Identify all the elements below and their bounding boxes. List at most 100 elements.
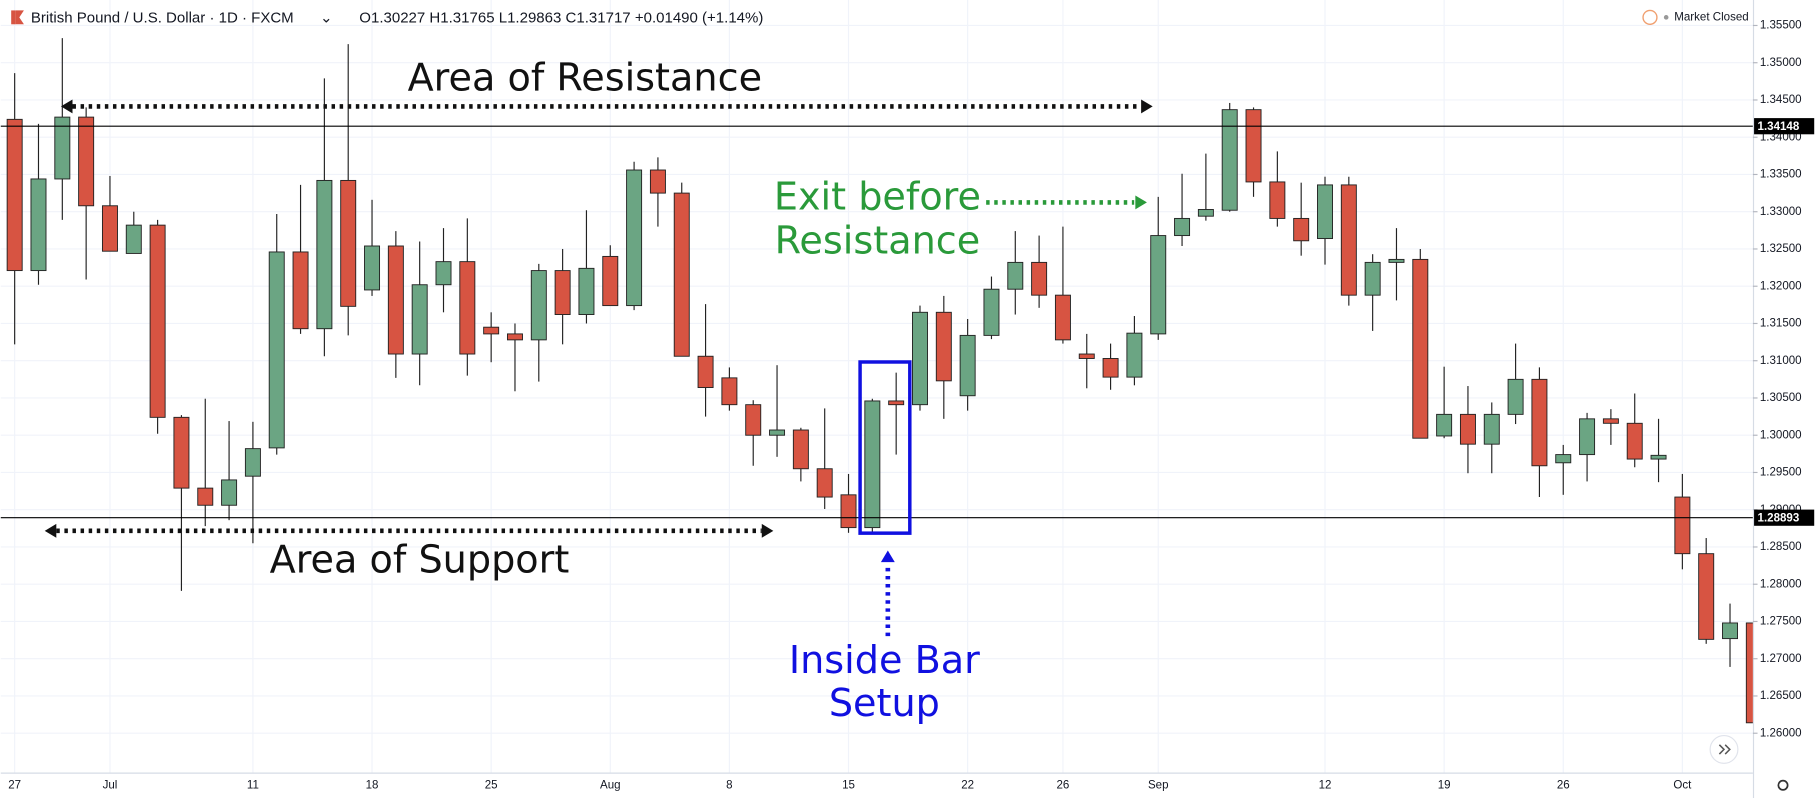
candle-body <box>6 118 23 272</box>
candle-body <box>1078 353 1095 359</box>
candle-body <box>1054 294 1071 341</box>
candle-body <box>1317 184 1333 240</box>
x-tick-label: 19 <box>1438 779 1451 791</box>
y-tick-label: 1.27500 <box>1760 616 1802 628</box>
candle-body <box>1102 358 1119 378</box>
y-tick-label: 1.30000 <box>1760 429 1802 441</box>
candle-body <box>554 270 571 315</box>
candle-body <box>816 468 833 498</box>
candle-body <box>483 326 500 335</box>
candle-body <box>1126 332 1143 378</box>
symbol-flag <box>11 10 16 25</box>
ohlc-header: O1.30227 H1.31765 L1.29863 C1.31717 +0.0… <box>359 9 763 26</box>
candle-body <box>125 224 142 254</box>
candle-body <box>602 255 619 307</box>
candle-body <box>1555 454 1572 464</box>
price-line-label-bg <box>1754 118 1815 135</box>
candle-body <box>387 245 404 355</box>
x-tick-label: 26 <box>1057 779 1070 791</box>
dropdown-caret[interactable]: ⌄ <box>320 9 333 26</box>
candle-body <box>1459 413 1476 445</box>
candle-body <box>1650 454 1667 460</box>
candle-body <box>197 487 214 506</box>
candle-body <box>1150 235 1167 335</box>
x-tick-label: 22 <box>961 779 974 791</box>
y-tick-label: 1.29500 <box>1760 467 1802 479</box>
y-tick-label: 1.34500 <box>1760 94 1802 106</box>
candle-body <box>1269 181 1286 219</box>
candle-body <box>721 377 738 406</box>
annotation-text: Area of Support <box>270 538 570 582</box>
candle-body <box>244 448 261 477</box>
y-tick-label: 1.28000 <box>1760 578 1802 590</box>
y-tick-label: 1.30500 <box>1760 392 1802 404</box>
candle-body <box>649 169 666 194</box>
annotation-text: Exit before <box>774 174 981 218</box>
candle-body <box>1007 261 1024 290</box>
candle-body <box>864 400 881 529</box>
candle-body <box>459 261 476 355</box>
arrow-head <box>1135 195 1147 210</box>
candle-body <box>101 205 118 252</box>
candle-body <box>1197 209 1214 217</box>
candle-body <box>1436 413 1453 437</box>
y-tick-label: 1.26500 <box>1760 690 1802 702</box>
candle-body <box>364 245 381 291</box>
arrow-head <box>1141 99 1153 114</box>
candle-body <box>149 224 166 418</box>
x-tick-label: 8 <box>726 779 732 791</box>
candle-body <box>1674 496 1691 555</box>
x-tick-label: 26 <box>1557 779 1570 791</box>
candle-body <box>78 116 95 207</box>
candle-body <box>1602 418 1619 424</box>
candle-body <box>1531 378 1548 467</box>
y-tick-label: 1.32000 <box>1760 280 1802 292</box>
status-dot <box>1663 15 1669 20</box>
candle-body <box>1579 418 1596 456</box>
candle-body <box>316 179 333 330</box>
candle-body <box>935 311 952 382</box>
y-tick-label: 1.31000 <box>1760 355 1802 367</box>
x-tick-label: Oct <box>1673 779 1692 791</box>
scroll-icon <box>1718 744 1731 755</box>
candle-body <box>888 400 905 406</box>
candle-body <box>221 479 238 506</box>
x-tick-label: 15 <box>842 779 855 791</box>
settings-button[interactable] <box>1777 779 1789 791</box>
candle-body <box>268 251 285 449</box>
y-tick-label: 1.35000 <box>1760 57 1802 69</box>
candle-body <box>1722 622 1738 640</box>
x-tick-label: 11 <box>247 779 259 791</box>
candle-body <box>173 416 190 489</box>
arrow-head <box>60 99 73 114</box>
candle-body <box>697 355 714 389</box>
symbol-flag <box>15 10 24 25</box>
candle-body <box>792 429 809 470</box>
candle-body <box>411 284 428 355</box>
y-tick-label: 1.33000 <box>1760 206 1802 218</box>
x-tick-label: Sep <box>1148 779 1169 791</box>
candle-body <box>626 169 643 307</box>
candle-body <box>54 116 71 180</box>
price-line-label-bg <box>1754 509 1815 526</box>
candle-body <box>1031 261 1048 296</box>
candle-body <box>912 311 928 406</box>
candle-body <box>1340 184 1357 296</box>
axis-layer: 1.26000 1.26500 1.27000 1.27500 1.28000 1.285… <box>8 20 1815 791</box>
x-tick-label: Aug <box>600 779 621 791</box>
candle-body <box>340 179 357 307</box>
x-tick-label: 12 <box>1319 779 1332 791</box>
symbol-title: British Pound / U.S. Dollar · 1D · FXCM <box>31 9 294 26</box>
price-line-label: 1.34148 <box>1758 121 1800 133</box>
candle-body <box>1698 553 1715 640</box>
x-tick-label: 27 <box>8 779 21 791</box>
candle-body <box>745 404 762 436</box>
arrow-head <box>880 550 895 563</box>
candle-body <box>1626 422 1643 460</box>
candle-body <box>1388 258 1405 263</box>
y-tick-label: 1.26000 <box>1760 727 1802 739</box>
y-tick-label: 1.33500 <box>1760 169 1802 181</box>
x-tick-label: 25 <box>485 779 498 791</box>
candle-body <box>578 267 595 315</box>
